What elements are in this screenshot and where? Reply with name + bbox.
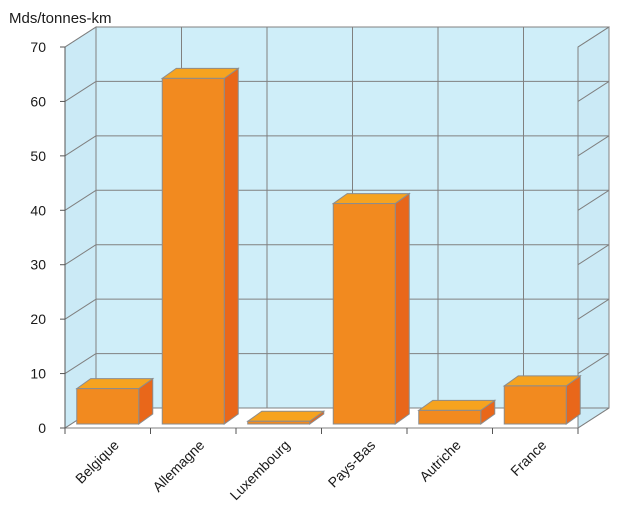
y-tick-label: 10 [30, 366, 46, 382]
gridline-left-wall [64, 353, 97, 374]
x-tick-label: Belgique [72, 437, 122, 487]
gridline-left-wall [64, 135, 97, 157]
x-tick-label: Pays-Bas [325, 437, 379, 491]
gridline-right-wall [577, 407, 610, 429]
x-tick-label: Luxembourg [227, 437, 293, 503]
y-tick-label: 0 [38, 420, 46, 436]
bar-luxembourg [247, 420, 311, 425]
x-tick-label: France [507, 437, 549, 479]
gridline-right-wall [577, 244, 610, 266]
gridline-right-wall [577, 135, 610, 157]
y-tick-label: 40 [30, 202, 46, 218]
bar-side [223, 67, 239, 425]
y-tick-label: 70 [30, 39, 46, 55]
bar-autriche [418, 409, 482, 425]
bar-top [246, 410, 326, 422]
gridline-left-wall [64, 81, 97, 102]
gridline-right-wall [577, 189, 610, 211]
bar-belgique [76, 388, 140, 425]
left-wall [64, 26, 97, 429]
bars [75, 67, 582, 425]
gridline-right-wall [577, 81, 610, 102]
gridline-left-wall [64, 244, 97, 266]
right-wall [577, 26, 610, 429]
bar-top [502, 375, 582, 387]
y-tick-label: 60 [30, 93, 46, 109]
y-tick-label: 20 [30, 311, 46, 327]
gridline-right-wall [577, 353, 610, 374]
bar-pays-bas [332, 203, 396, 425]
bar-top [160, 67, 240, 79]
gridline-left-wall [64, 189, 97, 211]
gridline-right-wall [577, 26, 610, 48]
bar-france [503, 385, 567, 425]
gridline-left-wall [64, 26, 97, 48]
y-tick-label: 30 [30, 257, 46, 273]
x-tick-label: Allemagne [149, 437, 207, 495]
bar-top [417, 399, 497, 411]
bar-top [331, 193, 411, 205]
gridline-right-wall [577, 298, 610, 320]
bar-side [394, 192, 410, 425]
y-axis-title: Mds/tonnes-km [9, 10, 112, 27]
gridline-left-wall [64, 298, 97, 320]
x-tick-label: Autriche [416, 437, 464, 485]
y-tick-label: 50 [30, 148, 46, 164]
bar-allemagne [161, 77, 225, 425]
bar-top [75, 378, 155, 390]
